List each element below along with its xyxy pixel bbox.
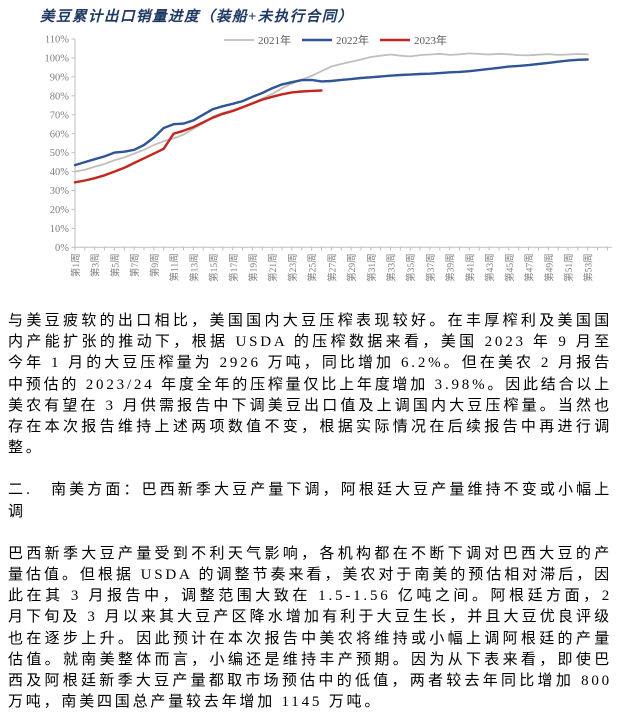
svg-text:第5周: 第5周 xyxy=(109,253,121,277)
svg-text:第9周: 第9周 xyxy=(149,253,161,277)
svg-text:第3周: 第3周 xyxy=(90,253,102,277)
svg-text:30%: 30% xyxy=(50,186,70,197)
svg-text:第47周: 第47周 xyxy=(524,253,536,282)
svg-text:第13周: 第13周 xyxy=(188,253,200,282)
svg-text:第21周: 第21周 xyxy=(267,253,279,282)
svg-text:第23周: 第23周 xyxy=(287,253,299,282)
series-line-2022 xyxy=(73,58,589,167)
paragraph-south-america: 巴西新季大豆产量受到不利天气影响，各机构都在不断下调对巴西大豆的产量估值。但根据… xyxy=(8,545,612,711)
report-page: { "chart": { "title": "美豆累计出口销量进度（装船+未执行… xyxy=(8,9,612,711)
legend-label: 2023年 xyxy=(414,33,447,47)
y-axis-labels: 0% 10% 20% 30% 40% 50% 60% 70% 80% 90% 100% 110% xyxy=(45,35,70,254)
series-line-2021 xyxy=(74,52,589,173)
chart-axes xyxy=(71,38,612,251)
svg-text:第7周: 第7周 xyxy=(129,253,141,277)
svg-text:第1周: 第1周 xyxy=(70,253,82,277)
svg-text:60%: 60% xyxy=(50,129,70,140)
paragraph-us-crush: 与美豆疲软的出口相比，美国国内大豆压榨表现较好。在丰厚榨利及美国国内产能扩张的推… xyxy=(8,313,612,457)
us-soybean-export-progress-chart: 0% 10% 20% 30% 40% 50% 60% 70% 80% 90% 100% 110% 第1周… xyxy=(45,33,612,282)
legend-item-2021: 2021年 xyxy=(224,33,291,47)
section-heading-south-america: 二. 南美方面：巴西新季大豆产量下调，阿根廷大豆产量维持不变或小幅上调 xyxy=(8,482,612,520)
svg-text:110%: 110% xyxy=(45,35,69,46)
document-body: 与美豆疲软的出口相比，美国国内大豆压榨表现较好。在丰厚榨利及美国国内产能扩张的推… xyxy=(8,311,612,713)
svg-text:第45周: 第45周 xyxy=(504,253,516,282)
legend-label: 2021年 xyxy=(258,33,291,47)
svg-text:第53周: 第53周 xyxy=(583,253,595,282)
svg-text:第33周: 第33周 xyxy=(386,253,398,282)
svg-text:第35周: 第35周 xyxy=(405,253,417,282)
chart-title: 美豆累计出口销量进度（装船+未执行合同） xyxy=(40,9,354,25)
svg-text:第19周: 第19周 xyxy=(247,253,259,282)
chart-legend: 2021年 2022年 2023年 xyxy=(224,33,447,47)
svg-text:10%: 10% xyxy=(50,224,70,235)
svg-text:第51周: 第51周 xyxy=(563,253,575,282)
x-axis-labels: 第1周 第3周 第5周 第7周 第9周 第11周 第13周 第15周 第17周 第19周 第21周第… xyxy=(70,253,595,282)
svg-text:第27周: 第27周 xyxy=(326,253,338,282)
series-line-2023 xyxy=(73,89,323,184)
svg-text:第43周: 第43周 xyxy=(484,253,496,282)
svg-text:40%: 40% xyxy=(50,167,70,178)
svg-text:20%: 20% xyxy=(50,205,70,216)
svg-text:90%: 90% xyxy=(50,72,70,83)
svg-text:第25周: 第25周 xyxy=(307,253,319,282)
svg-text:第39周: 第39周 xyxy=(445,253,457,282)
svg-text:第37周: 第37周 xyxy=(425,253,437,282)
svg-text:第15周: 第15周 xyxy=(208,253,220,282)
svg-text:70%: 70% xyxy=(50,110,70,121)
svg-text:100%: 100% xyxy=(45,54,70,65)
svg-text:第11周: 第11周 xyxy=(169,253,181,281)
svg-text:第31周: 第31周 xyxy=(366,253,378,282)
legend-item-2023: 2023年 xyxy=(380,33,447,47)
svg-text:第29周: 第29周 xyxy=(346,253,358,282)
svg-text:0%: 0% xyxy=(55,243,69,254)
legend-label: 2022年 xyxy=(336,33,369,47)
svg-text:80%: 80% xyxy=(50,91,70,102)
legend-item-2022: 2022年 xyxy=(302,33,369,47)
svg-text:第17周: 第17周 xyxy=(228,253,240,282)
svg-text:第41周: 第41周 xyxy=(464,253,476,282)
svg-text:50%: 50% xyxy=(50,148,70,159)
svg-text:第49周: 第49周 xyxy=(543,253,555,282)
